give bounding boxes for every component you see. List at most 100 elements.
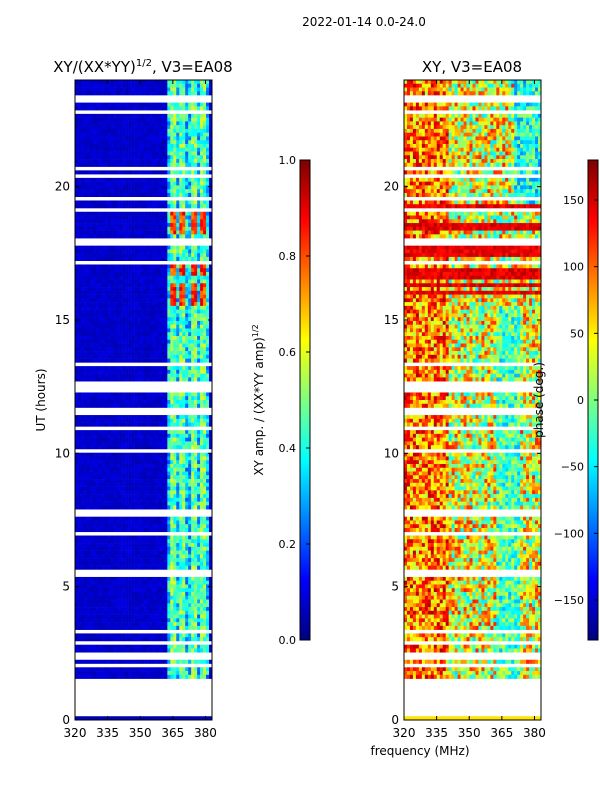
heatmap-cell [200,275,204,280]
heatmap-cell [75,215,79,220]
heatmap-cell [152,249,156,254]
heatmap-cell [80,117,85,122]
heatmap-cell [143,189,147,194]
heatmap-cell [140,249,144,254]
heatmap-cell [128,294,132,299]
heatmap-cell [206,83,210,88]
heatmap-cell [191,215,195,220]
heatmap-cell [197,275,201,280]
heatmap-cell [98,211,103,216]
heatmap-cell [203,83,207,88]
heatmap-cell [182,102,186,107]
heatmap-cell [101,234,106,239]
heatmap-cell [77,106,82,111]
heatmap-cell [107,373,112,378]
heatmap-cell [92,223,97,228]
heatmap-cell [143,358,147,363]
heatmap-cell [152,189,156,194]
heatmap-cell [173,505,177,510]
heatmap-cell [98,91,103,96]
heatmap-cell [143,313,147,318]
heatmap-cell [161,249,165,254]
heatmap-cell [155,561,159,566]
heatmap-cell [155,121,159,126]
heatmap-cell [92,528,97,533]
heatmap-cell [173,486,177,491]
heatmap-cell [122,403,126,408]
heatmap-cell [197,128,201,133]
heatmap-cell [80,558,85,563]
heatmap-cell [170,422,174,427]
heatmap-cell [83,151,88,156]
heatmap-cell [206,125,210,130]
heatmap-cell [80,275,85,280]
heatmap-cell [158,396,162,401]
heatmap-cell [143,302,147,307]
heatmap-cell [119,452,123,457]
heatmap-cell [173,181,177,186]
heatmap-cell [104,113,109,118]
heatmap-cell [146,535,150,540]
heatmap-cell [170,437,174,442]
heatmap-cell [86,302,91,307]
heatmap-cell [92,113,97,118]
heatmap-cell [206,332,210,337]
heatmap-cell [161,283,165,288]
heatmap-cell [113,290,117,295]
heatmap-cell [188,219,192,224]
heatmap-cell [206,415,210,420]
heatmap-cell [152,185,156,190]
heatmap-cell [155,524,159,529]
heatmap-cell [95,83,100,88]
heatmap-cell [170,505,174,510]
heatmap-cell [173,324,177,329]
heatmap-cell [146,354,150,359]
heatmap-cell [170,91,174,96]
heatmap-cell [83,415,88,420]
heatmap-cell [158,189,162,194]
heatmap-cell [92,117,97,122]
heatmap-cell [197,433,201,438]
heatmap-cell [80,543,85,548]
heatmap-cell [116,226,120,231]
heatmap-cell [155,475,159,480]
heatmap-cell [200,309,204,314]
heatmap-cell [209,377,213,382]
heatmap-cell [176,437,180,442]
heatmap-cell [203,543,207,548]
heatmap-cell [92,501,97,506]
heatmap-cell [173,343,177,348]
heatmap-cell [206,177,210,182]
heatmap-cell [110,494,115,499]
heatmap-cell [146,264,150,269]
heatmap-cell [161,479,165,484]
heatmap-cell [164,528,168,533]
heatmap-cell [152,309,156,314]
heatmap-cell [89,302,94,307]
heatmap-cell [182,294,186,299]
heatmap-cell [75,151,79,156]
heatmap-cell [128,403,132,408]
heatmap-cell [170,539,174,544]
heatmap-cell [206,400,210,405]
heatmap-cell [149,159,153,164]
heatmap-cell [155,528,159,533]
heatmap-cell [137,486,141,491]
heatmap-cell [176,460,180,465]
heatmap-cell [185,343,189,348]
heatmap-cell [125,125,129,130]
heatmap-cell [170,113,174,118]
heatmap-cell [161,505,165,510]
heatmap-cell [170,497,174,502]
heatmap-cell [155,418,159,423]
heatmap-cell [209,128,213,133]
heatmap-cell [131,170,135,175]
heatmap-cell [176,430,180,435]
heatmap-cell [149,479,153,484]
heatmap-cell [134,226,138,231]
heatmap-cell [80,415,85,420]
heatmap-cell [131,106,135,111]
heatmap-cell [194,396,198,401]
heatmap-cell [119,516,123,521]
heatmap-cell [152,83,156,88]
